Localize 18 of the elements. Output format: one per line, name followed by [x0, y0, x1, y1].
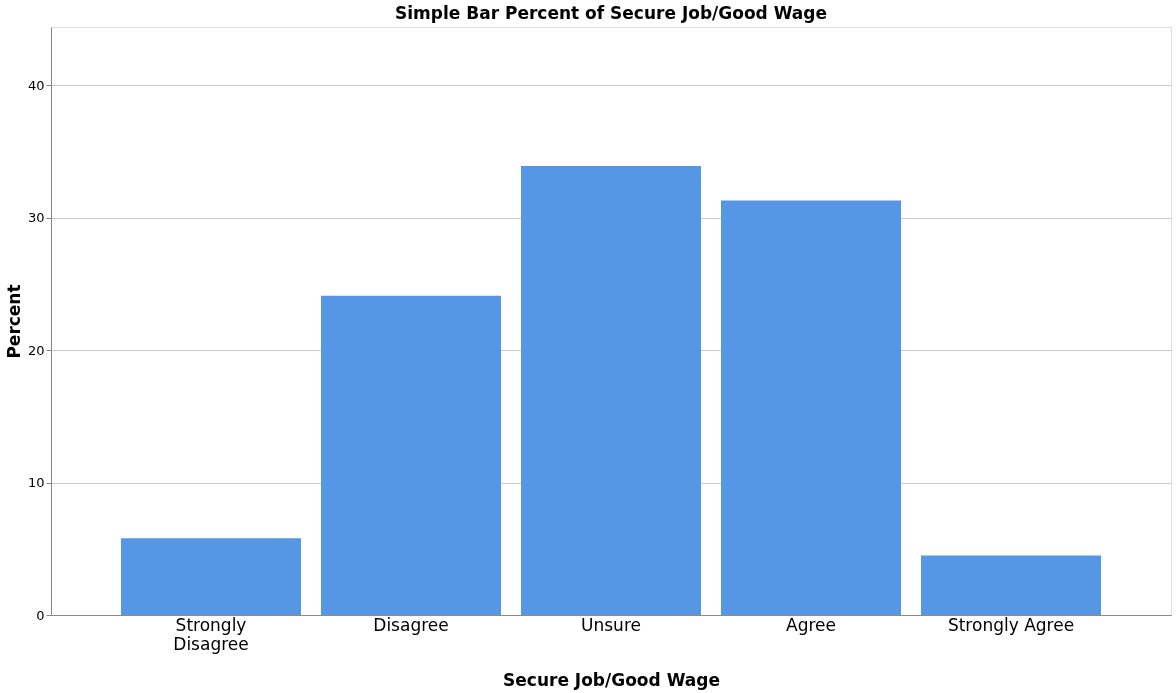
y-tick-label: 30 [27, 210, 45, 226]
bar [121, 538, 301, 615]
bar [321, 295, 501, 615]
y-tick-label: 10 [27, 475, 45, 491]
x-axis-title: Secure Job/Good Wage [503, 669, 720, 690]
x-tick-label: Strongly Disagree [173, 614, 249, 654]
chart-title: Simple Bar Percent of Secure Job/Good Wage [395, 3, 827, 23]
y-axis-title: Percent [3, 284, 24, 359]
bar [721, 200, 901, 615]
x-tick-label: Unsure [581, 614, 641, 635]
y-tick-label: 20 [27, 342, 45, 358]
x-tick-label: Disagree [373, 614, 449, 635]
bar [921, 555, 1101, 615]
x-tick-label: Strongly Agree [947, 614, 1075, 635]
y-tick-label: 40 [27, 77, 45, 93]
y-tick-label: 0 [36, 607, 45, 623]
bar [521, 166, 701, 615]
x-tick-label: Agree [786, 614, 836, 635]
